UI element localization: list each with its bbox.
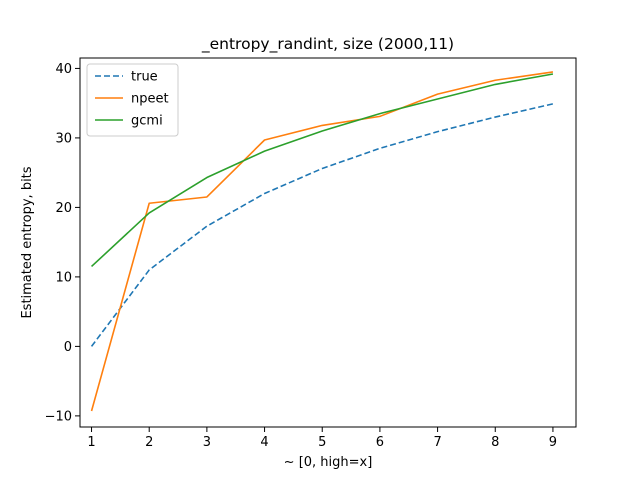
legend-label: true <box>131 70 158 85</box>
x-tick-label: 2 <box>145 435 153 450</box>
x-tick-label: 9 <box>549 435 557 450</box>
x-axis: 1 2 3 4 5 6 7 8 9 <box>87 427 557 450</box>
y-axis: −10 0 10 20 30 40 <box>45 62 80 424</box>
y-tick-label: 30 <box>55 131 72 146</box>
y-tick-label: 0 <box>64 340 72 355</box>
legend-label: gcmi <box>131 114 163 129</box>
x-tick-label: 5 <box>318 435 326 450</box>
y-tick-label: −10 <box>45 409 72 424</box>
x-tick-label: 1 <box>87 435 95 450</box>
y-axis-label: Estimated entropy, bits <box>20 166 35 318</box>
y-tick-label: 20 <box>55 201 72 216</box>
series-line-true <box>90 103 554 347</box>
x-tick-label: 8 <box>491 435 499 450</box>
plot-area <box>79 57 577 428</box>
legend: true npeet gcmi <box>86 63 179 137</box>
series-line-gcmi <box>90 73 554 268</box>
series-lines <box>90 71 554 412</box>
x-tick-label: 6 <box>376 435 384 450</box>
y-tick-label: 10 <box>55 270 72 285</box>
x-tick-label: 3 <box>203 435 211 450</box>
chart-title: _entropy_randint, size (2000,11) <box>201 35 454 54</box>
axes-frame <box>79 57 577 428</box>
legend-label: npeet <box>131 92 169 107</box>
x-tick-label: 7 <box>433 435 441 450</box>
x-axis-label: ~ [0, high=x] <box>284 455 373 470</box>
x-tick-label: 4 <box>260 435 268 450</box>
legend-box <box>86 63 179 137</box>
y-tick-label: 40 <box>55 62 72 77</box>
